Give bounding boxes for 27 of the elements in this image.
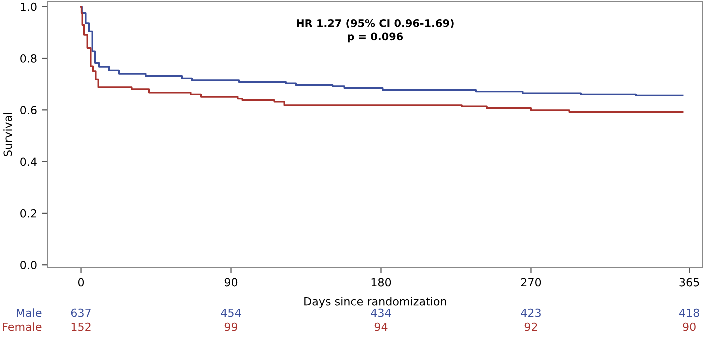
text: 90 — [683, 322, 696, 332]
text: 454 — [221, 308, 242, 318]
x-tick-label: 90 — [224, 278, 238, 287]
text: 92 — [524, 322, 538, 332]
y-tick-label: 0.8 — [20, 54, 37, 63]
annotation: HR 1.27 (95% CI 0.96-1.69) — [297, 19, 454, 29]
text: Male — [17, 308, 42, 318]
y-tick-label: 0.6 — [20, 106, 37, 115]
x-tick-label: 180 — [372, 278, 392, 287]
x-tick-label: 270 — [521, 278, 542, 287]
y-tick-label: 0.0 — [20, 261, 37, 270]
y-tick-label: 0.2 — [20, 209, 36, 218]
y-axis-title: Survival — [4, 113, 12, 156]
y-tick-label: 0.4 — [20, 158, 37, 166]
x-tick-label: 365 — [680, 278, 700, 287]
text: 434 — [371, 308, 392, 318]
text: 418 — [679, 308, 700, 318]
text: 423 — [521, 308, 541, 318]
annotation: p = 0.096 — [348, 32, 404, 43]
y-tick-label: 1.0 — [21, 2, 37, 12]
text: 94 — [374, 322, 388, 332]
text: Female — [3, 322, 42, 332]
text: 152 — [72, 322, 91, 332]
text: 637 — [71, 308, 91, 318]
x-tick-label: 0 — [78, 278, 84, 287]
text: 99 — [224, 322, 238, 332]
x-axis-title: Days since randomization — [304, 297, 446, 308]
